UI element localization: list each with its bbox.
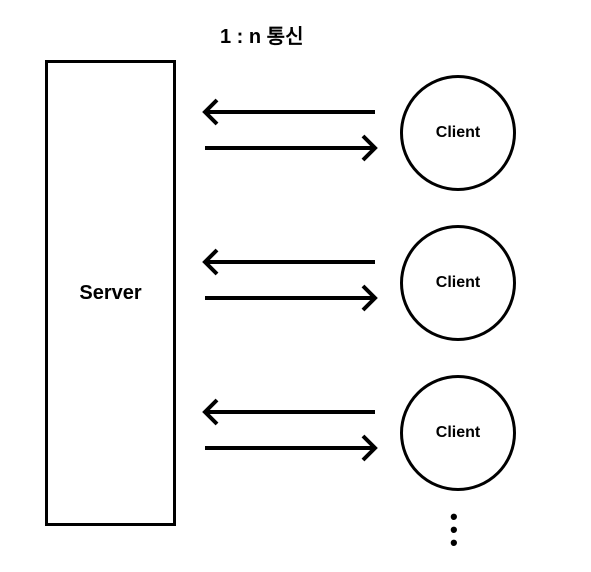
ellipsis-dot: • (450, 536, 458, 549)
arrows-layer (0, 0, 591, 572)
ellipsis-icon: • • • (450, 510, 458, 550)
diagram-canvas: 1 : n 통신 Server ClientClientClient • • • (0, 0, 591, 572)
